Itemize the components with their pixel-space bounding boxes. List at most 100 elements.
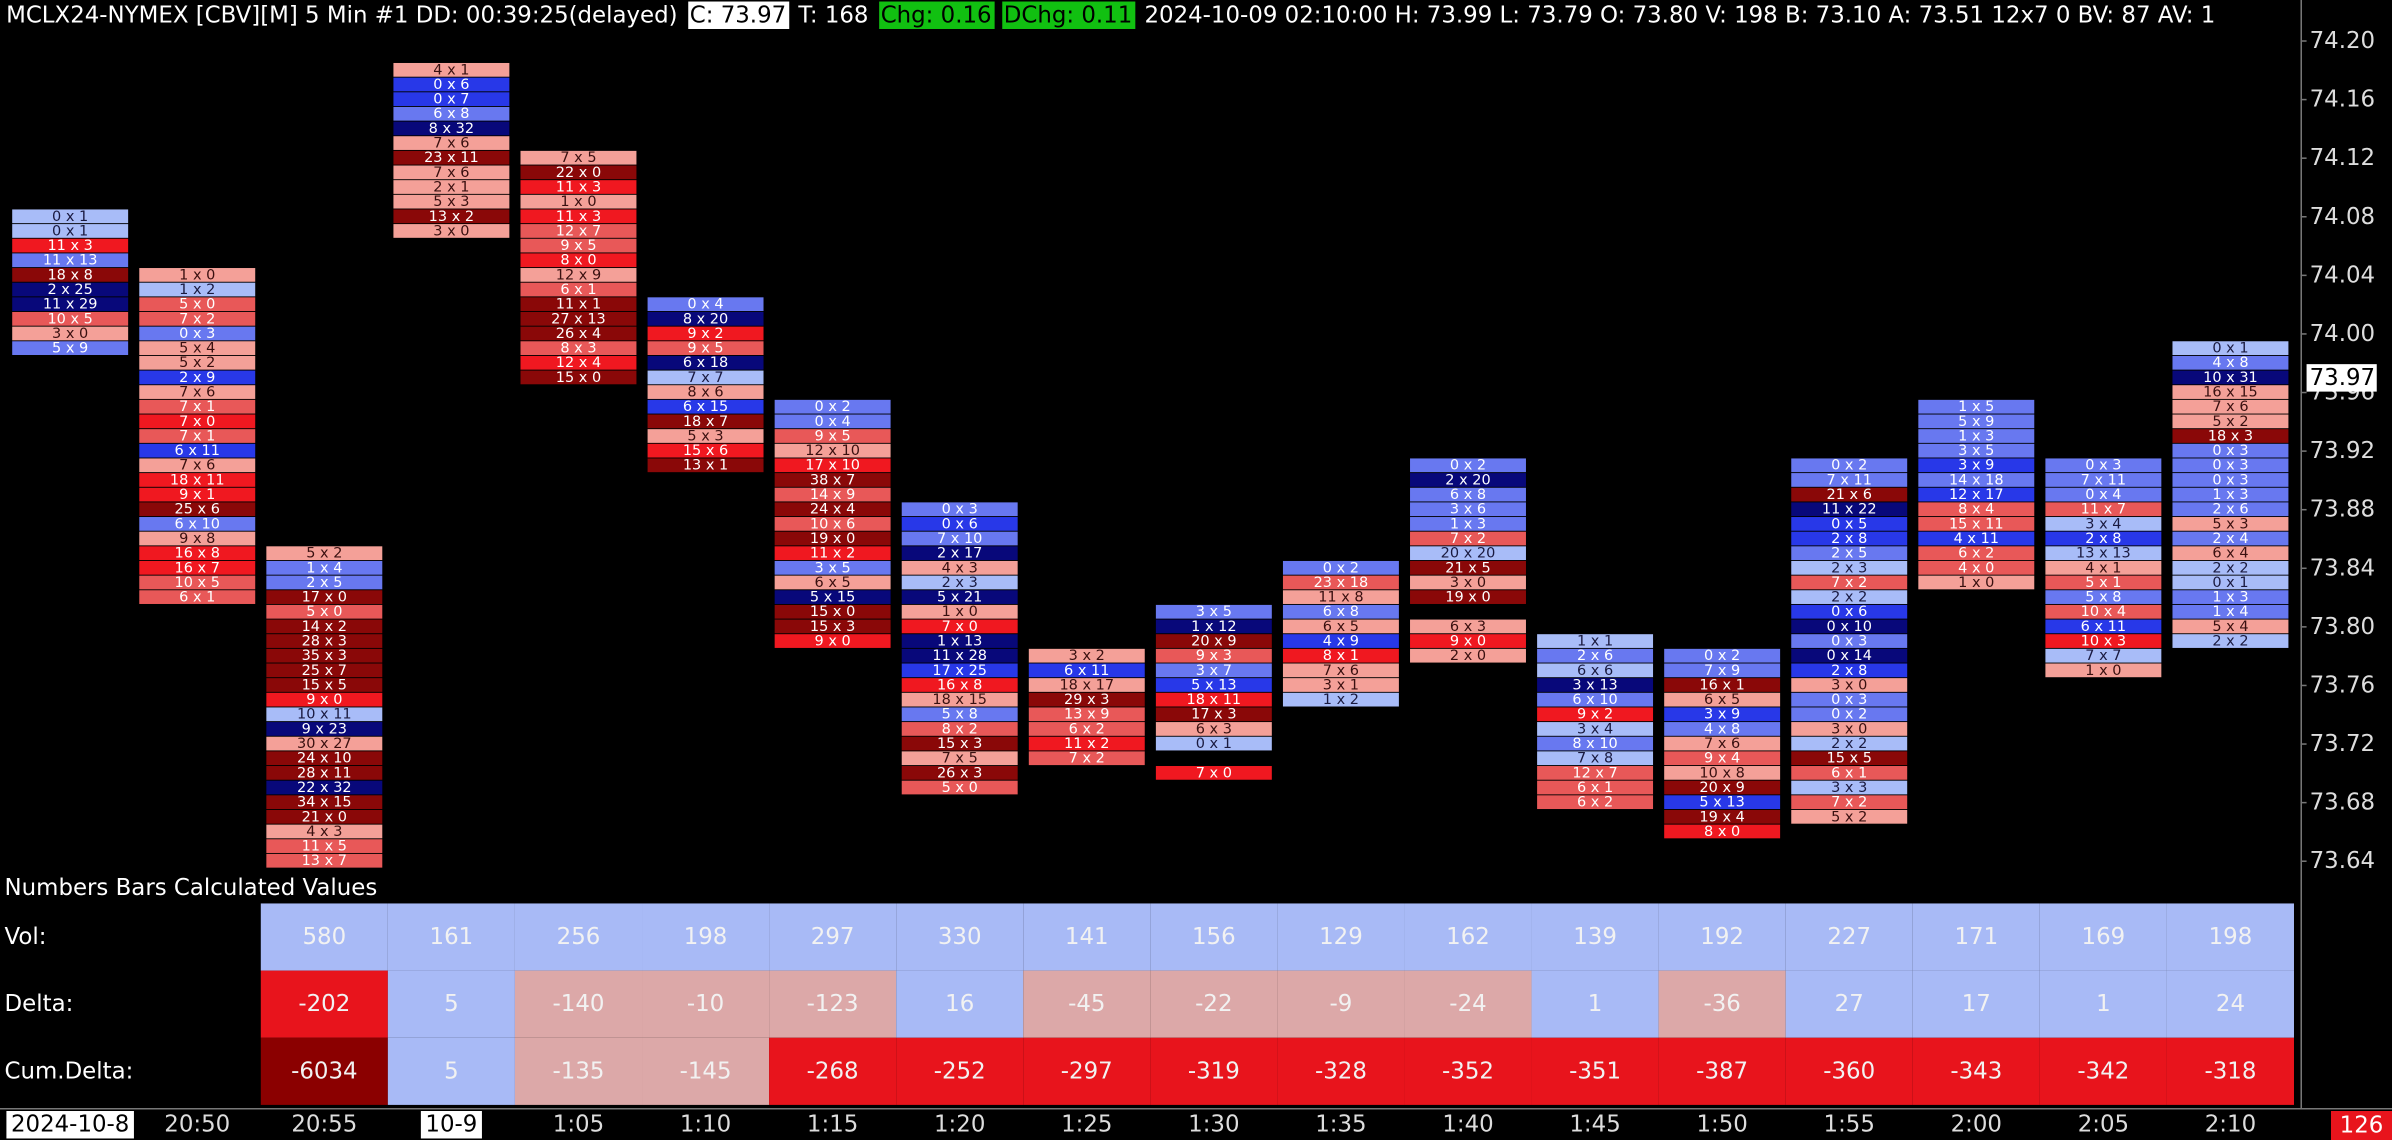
footprint-cell-label: 11 x 29	[43, 297, 98, 313]
footprint-cell-label: 4 x 8	[1704, 721, 1740, 737]
footprint-cell-label: 21 x 5	[1445, 560, 1490, 576]
footprint-cell	[774, 575, 891, 590]
footprint-cell	[1791, 766, 1908, 780]
study-value: -351	[1569, 1058, 1621, 1084]
footprint-cell	[1791, 634, 1908, 648]
footprint-cell-label: 27 x 13	[551, 311, 606, 327]
footprint-cell-label: 9 x 4	[1704, 751, 1740, 767]
footprint-cell-label: 24 x 4	[810, 502, 855, 518]
footprint-cell-label: 8 x 1	[1323, 648, 1359, 664]
footprint-cell	[266, 751, 383, 766]
footprint-cell-label: 0 x 3	[1831, 692, 1867, 708]
footprint-cell-label: 19 x 4	[1699, 809, 1744, 825]
footprint-cell-label: 14 x 2	[302, 619, 347, 635]
footprint-cell	[2172, 473, 2289, 487]
footprint-cell	[1918, 502, 2035, 517]
footprint-cell	[1537, 766, 1654, 780]
footprint-cell-label: 7 x 6	[2212, 399, 2248, 415]
footprint-cell	[1791, 619, 1908, 634]
y-tick-label: 74.20	[2310, 28, 2375, 54]
footprint-cell-label: 0 x 2	[1831, 707, 1867, 723]
footprint-cell	[647, 385, 764, 399]
footprint-cell	[1282, 663, 1399, 678]
footprint-cell	[901, 678, 1018, 692]
footprint-cell-label: 25 x 7	[302, 663, 347, 679]
study-cell	[642, 970, 770, 1038]
header-item: T: 168	[797, 2, 868, 28]
footprint-cell	[901, 722, 1018, 736]
footprint-cell-label: 10 x 5	[175, 575, 220, 591]
footprint-cell	[647, 429, 764, 443]
footprint-cell-label: 7 x 9	[1704, 663, 1740, 679]
study-cell	[769, 1037, 897, 1105]
footprint-cell-label: 18 x 8	[47, 267, 92, 283]
footprint-cell-label: 4 x 9	[1323, 634, 1359, 650]
study-cell	[2039, 1037, 2167, 1105]
footprint-cell-label: 1 x 4	[2212, 604, 2248, 620]
study-cell	[896, 1037, 1024, 1105]
footprint-cell	[774, 502, 891, 517]
footprint-cell-label: 1 x 4	[306, 560, 342, 576]
footprint-cell-label: 1 x 0	[1958, 575, 1994, 591]
footprint-cell-label: 6 x 5	[1704, 692, 1740, 708]
header-item: Chg: 0.16	[881, 2, 992, 28]
footprint-cell	[266, 839, 383, 853]
footprint-cell	[2045, 517, 2162, 531]
footprint-cell	[393, 180, 510, 194]
footprint-cell-label: 5 x 0	[179, 297, 215, 313]
footprint-cell	[1918, 560, 2035, 575]
x-tick-label: 1:25	[1061, 1112, 1112, 1138]
footprint-cell-label: 13 x 13	[2076, 546, 2131, 562]
footprint-cell	[393, 209, 510, 224]
footprint-cell	[1410, 590, 1526, 604]
footprint-cell	[12, 297, 129, 312]
footprint-cell-label: 20 x 9	[1191, 634, 1236, 650]
footprint-cell-label: 0 x 1	[52, 223, 88, 239]
footprint-cell	[266, 795, 383, 810]
footprint-cell	[1664, 736, 1781, 751]
study-value: -24	[1449, 991, 1486, 1017]
study-row-label: Delta:	[5, 991, 74, 1017]
study-cell	[1277, 1037, 1405, 1105]
footprint-cell	[647, 355, 764, 370]
footprint-cell	[1155, 736, 1272, 751]
study-cell	[514, 970, 643, 1038]
study-cell	[260, 1037, 388, 1105]
y-tick-label: 74.08	[2310, 204, 2375, 230]
footprint-cell-label: 12 x 17	[1949, 487, 2004, 503]
footprint-cell-label: 24 x 10	[297, 751, 352, 767]
footprint-cell	[1155, 722, 1272, 736]
footprint-cell-label: 15 x 0	[810, 604, 855, 620]
footprint-cell	[139, 341, 256, 355]
footprint-cell	[12, 224, 129, 238]
study-value: -297	[1061, 1058, 1113, 1084]
footprint-cell-label: 3 x 6	[1450, 502, 1486, 518]
footprint-cell-label: 7 x 5	[560, 150, 596, 166]
footprint-cell-label: 7 x 2	[179, 311, 215, 327]
footprint-cell	[1918, 458, 2035, 473]
footprint-cell-label: 3 x 0	[1831, 721, 1867, 737]
footprint-cell	[1282, 575, 1399, 590]
footprint-cell-label: 7 x 6	[433, 136, 469, 152]
footprint-cell-label: 6 x 5	[815, 575, 851, 591]
footprint-cell-label: 18 x 17	[1059, 677, 1114, 693]
footprint-cell-label: 4 x 11	[1954, 531, 1999, 547]
footprint-cell-label: 11 x 7	[2081, 502, 2126, 518]
footprint-cell-label: 7 x 6	[179, 458, 215, 474]
study-value: -22	[1195, 991, 1232, 1017]
footprint-cell	[1791, 590, 1908, 604]
header-box	[688, 1, 790, 29]
footprint-cell	[2045, 473, 2162, 487]
study-value: -342	[2077, 1058, 2129, 1084]
footprint-cell	[901, 575, 1018, 590]
footprint-cell-label: 13 x 9	[1064, 707, 1109, 723]
footprint-cell	[1918, 517, 2035, 531]
footprint-cell	[1537, 634, 1654, 648]
footprint-cell-label: 6 x 11	[2081, 619, 2126, 635]
footprint-cell	[266, 722, 383, 736]
study-row-label: Vol:	[5, 924, 47, 950]
footprint-cell-label: 5 x 13	[1191, 677, 1236, 693]
footprint-cell	[266, 707, 383, 722]
footprint-cell-label: 10 x 6	[810, 516, 855, 532]
